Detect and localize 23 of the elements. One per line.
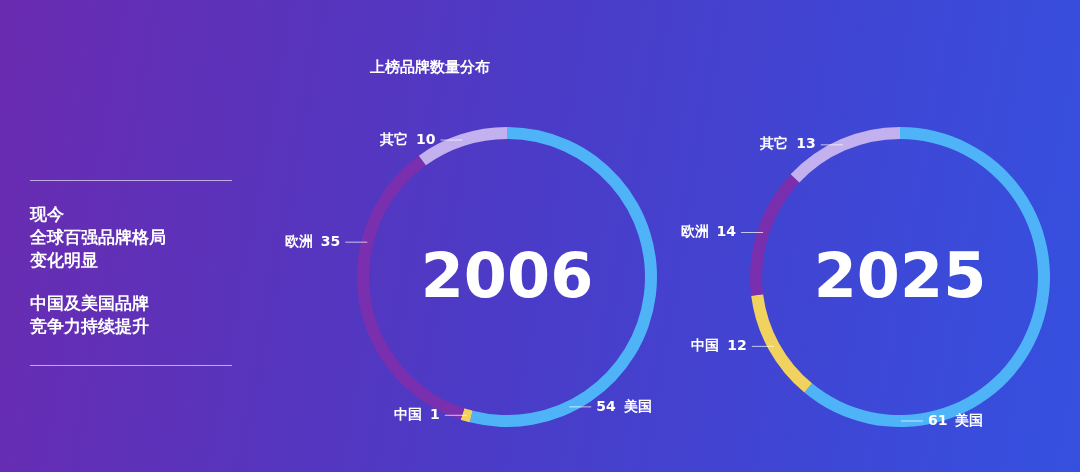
- slice-label: 其它: [379, 130, 409, 147]
- slice-label: 中国: [394, 405, 423, 422]
- data-label: 14: [716, 223, 737, 240]
- slice-label: 美国: [622, 397, 652, 414]
- text: 全球百强品牌格局: [30, 226, 167, 249]
- slice-label: 美国: [954, 411, 984, 428]
- data-label: 12: [727, 337, 747, 354]
- slice-label: 欧洲: [680, 223, 709, 240]
- data-label: 10: [416, 130, 436, 147]
- slice-label: 欧洲: [284, 232, 313, 249]
- data-label: 54: [596, 397, 616, 414]
- slice-label: 中国: [691, 337, 720, 354]
- text: 现今: [30, 203, 65, 226]
- text: 2006: [420, 239, 594, 313]
- text: 竞争力持续提升: [30, 315, 150, 338]
- text: 变化明显: [30, 249, 99, 272]
- data-label: 1: [430, 405, 440, 422]
- data-label: 35: [320, 232, 341, 249]
- chart-title: 上榜品牌数量分布: [369, 58, 491, 77]
- slice-label: 其它: [759, 135, 789, 152]
- text: 中国及美国品牌: [30, 292, 150, 315]
- text: 2025: [813, 239, 987, 313]
- data-label: 13: [796, 135, 816, 152]
